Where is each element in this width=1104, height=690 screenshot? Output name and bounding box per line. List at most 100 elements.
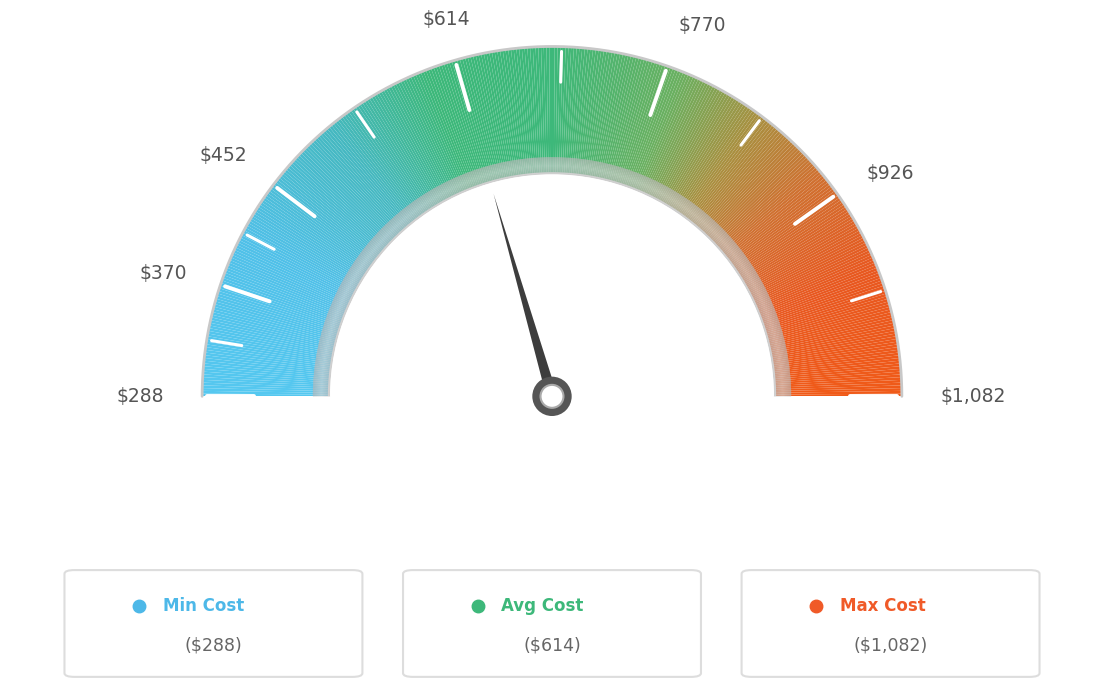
Wedge shape bbox=[522, 48, 534, 173]
Wedge shape bbox=[558, 46, 563, 172]
Wedge shape bbox=[769, 312, 892, 344]
Wedge shape bbox=[555, 46, 560, 172]
Wedge shape bbox=[318, 162, 786, 396]
Wedge shape bbox=[649, 81, 705, 195]
Wedge shape bbox=[318, 163, 786, 396]
Wedge shape bbox=[215, 299, 337, 335]
Wedge shape bbox=[307, 145, 396, 237]
Wedge shape bbox=[511, 48, 528, 174]
Wedge shape bbox=[222, 278, 341, 322]
Circle shape bbox=[541, 385, 563, 408]
Wedge shape bbox=[444, 63, 485, 183]
Wedge shape bbox=[233, 250, 349, 304]
Wedge shape bbox=[203, 366, 329, 379]
Wedge shape bbox=[318, 163, 786, 396]
Text: $926: $926 bbox=[867, 164, 914, 183]
Wedge shape bbox=[317, 161, 787, 396]
Wedge shape bbox=[775, 355, 900, 372]
Wedge shape bbox=[585, 50, 607, 175]
Wedge shape bbox=[300, 151, 392, 240]
Wedge shape bbox=[755, 250, 871, 304]
Wedge shape bbox=[208, 333, 331, 358]
Wedge shape bbox=[720, 165, 816, 250]
Wedge shape bbox=[202, 393, 328, 396]
Wedge shape bbox=[641, 75, 693, 191]
Wedge shape bbox=[666, 95, 732, 204]
Wedge shape bbox=[465, 57, 498, 179]
Wedge shape bbox=[452, 60, 489, 181]
Wedge shape bbox=[772, 326, 895, 353]
Wedge shape bbox=[326, 170, 778, 396]
Wedge shape bbox=[567, 48, 580, 173]
Wedge shape bbox=[321, 166, 783, 396]
Wedge shape bbox=[328, 172, 776, 396]
Wedge shape bbox=[379, 91, 443, 201]
Wedge shape bbox=[564, 47, 574, 172]
Wedge shape bbox=[230, 257, 347, 309]
Wedge shape bbox=[386, 87, 447, 199]
Wedge shape bbox=[310, 141, 399, 234]
Wedge shape bbox=[775, 364, 901, 377]
Wedge shape bbox=[319, 164, 785, 396]
Wedge shape bbox=[689, 120, 768, 220]
Wedge shape bbox=[463, 57, 497, 179]
Wedge shape bbox=[541, 46, 546, 172]
Wedge shape bbox=[716, 159, 810, 246]
Wedge shape bbox=[374, 94, 439, 204]
Wedge shape bbox=[235, 245, 350, 301]
Wedge shape bbox=[554, 46, 558, 172]
Wedge shape bbox=[760, 262, 877, 312]
Wedge shape bbox=[323, 168, 781, 396]
Wedge shape bbox=[212, 312, 335, 344]
Wedge shape bbox=[322, 166, 782, 396]
Wedge shape bbox=[328, 172, 776, 396]
Text: ($614): ($614) bbox=[523, 636, 581, 654]
Wedge shape bbox=[338, 118, 416, 219]
Wedge shape bbox=[765, 286, 884, 327]
Wedge shape bbox=[570, 48, 582, 173]
Wedge shape bbox=[694, 127, 777, 225]
Wedge shape bbox=[660, 90, 723, 201]
Wedge shape bbox=[732, 188, 835, 264]
Wedge shape bbox=[766, 291, 887, 331]
Wedge shape bbox=[317, 161, 787, 396]
Wedge shape bbox=[351, 108, 425, 213]
Wedge shape bbox=[320, 164, 784, 396]
Wedge shape bbox=[623, 64, 666, 184]
Wedge shape bbox=[508, 49, 526, 174]
Wedge shape bbox=[212, 309, 335, 342]
Wedge shape bbox=[776, 377, 902, 386]
Wedge shape bbox=[333, 121, 413, 221]
Wedge shape bbox=[321, 165, 783, 396]
Wedge shape bbox=[329, 174, 775, 396]
Wedge shape bbox=[500, 50, 520, 175]
Wedge shape bbox=[737, 199, 842, 272]
Wedge shape bbox=[546, 46, 550, 172]
Wedge shape bbox=[203, 375, 328, 384]
Wedge shape bbox=[603, 55, 634, 179]
Wedge shape bbox=[688, 118, 766, 219]
Wedge shape bbox=[607, 57, 641, 179]
Wedge shape bbox=[489, 52, 513, 176]
Wedge shape bbox=[405, 77, 459, 193]
Wedge shape bbox=[295, 157, 389, 244]
Wedge shape bbox=[654, 85, 713, 197]
Wedge shape bbox=[312, 157, 792, 396]
Wedge shape bbox=[372, 95, 438, 204]
Wedge shape bbox=[283, 171, 381, 253]
Wedge shape bbox=[764, 283, 884, 326]
Wedge shape bbox=[768, 306, 891, 341]
Wedge shape bbox=[220, 283, 340, 326]
Wedge shape bbox=[340, 117, 417, 218]
Wedge shape bbox=[243, 230, 354, 291]
Wedge shape bbox=[318, 162, 786, 396]
Wedge shape bbox=[321, 166, 783, 396]
Wedge shape bbox=[681, 110, 755, 214]
Wedge shape bbox=[442, 63, 482, 184]
Wedge shape bbox=[724, 173, 824, 255]
Wedge shape bbox=[219, 288, 339, 328]
Wedge shape bbox=[767, 302, 890, 337]
Wedge shape bbox=[612, 59, 647, 181]
FancyBboxPatch shape bbox=[403, 570, 701, 677]
Bar bbox=[174, 396, 930, 690]
